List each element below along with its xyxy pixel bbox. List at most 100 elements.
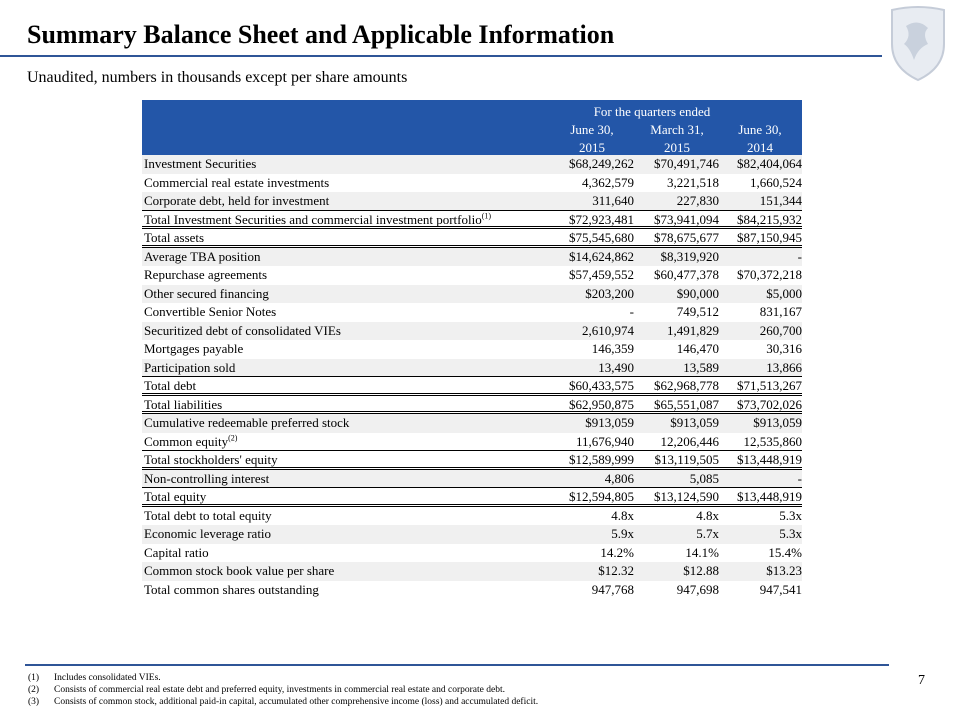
cell-value: $14,624,862 bbox=[569, 248, 634, 264]
cell-value: 12,535,860 bbox=[743, 433, 803, 449]
table-row: Economic leverage ratio 5.9x 5.7x 5.3x bbox=[142, 525, 802, 544]
table-row: Total debt $60,433,575 $62,968,778 $71,513,… bbox=[142, 377, 802, 396]
cell-value: $71,513,267 bbox=[737, 378, 802, 393]
row-label: Other secured financing bbox=[144, 285, 269, 304]
cell-value: $913,059 bbox=[670, 415, 719, 430]
cell-value: $60,433,575 bbox=[569, 378, 634, 393]
cell-value: 227,830 bbox=[676, 193, 719, 208]
cell-value: - bbox=[797, 470, 802, 486]
cell-value: $12,589,999 bbox=[569, 452, 634, 467]
footnote-marker: (3) bbox=[28, 697, 40, 707]
table-header: For the quarters ended June 30, 2015 March… bbox=[142, 100, 802, 155]
table-row: Participation sold 13,490 13,589 13,866 bbox=[142, 358, 802, 377]
cell-value: $84,215,932 bbox=[737, 211, 802, 227]
cell-value: $65,551,087 bbox=[654, 396, 719, 412]
cell-value: 260,700 bbox=[759, 322, 802, 338]
cell-value: 311,640 bbox=[592, 193, 634, 208]
cell-value: 4,806 bbox=[604, 470, 634, 486]
row-label: Total liabilities bbox=[144, 396, 222, 415]
table-row: Non-controlling interest 4,806 5,085 - bbox=[142, 469, 802, 489]
table-row: Repurchase agreements $57,459,552 $60,477,… bbox=[142, 266, 802, 285]
row-label: Total common shares outstanding bbox=[144, 581, 319, 600]
row-label: Corporate debt, held for investment bbox=[144, 192, 329, 211]
label-text: Cumulative redeemable preferred stock bbox=[144, 415, 350, 430]
rule bbox=[25, 664, 889, 666]
cell-value: $73,702,026 bbox=[737, 396, 802, 412]
label-text: Total assets bbox=[144, 230, 205, 245]
footnote-text: Consists of common stock, additional pai… bbox=[54, 697, 539, 707]
table-row: Convertible Senior Notes - 749,512 831,167 bbox=[142, 303, 802, 322]
label-text: Mortgages payable bbox=[144, 341, 244, 356]
table-row: Corporate debt, held for investment 311,6… bbox=[142, 192, 802, 211]
cell-value: 1,660,524 bbox=[750, 174, 802, 190]
label-text: Common stock book value per share bbox=[144, 563, 335, 578]
footnote-marker: (1) bbox=[28, 673, 40, 683]
table-row: Common equity(2) 11,676,940 12,206,446 12,5… bbox=[142, 433, 803, 452]
column-header: 2014 bbox=[747, 140, 773, 155]
cell-value: 11,676,940 bbox=[575, 433, 634, 449]
label-text: Participation sold bbox=[144, 359, 236, 375]
table-row: Total debt to total equity 4.8x 4.8x 5.3x bbox=[142, 507, 802, 526]
cell-value: 749,512 bbox=[676, 304, 719, 319]
cell-value: $5,000 bbox=[766, 285, 802, 301]
label-text: Total equity bbox=[144, 489, 207, 504]
label-text: Total debt bbox=[144, 378, 197, 393]
label-text: Total common shares outstanding bbox=[144, 581, 319, 597]
label-text: Investment Securities bbox=[144, 156, 257, 171]
cell-value: $62,968,778 bbox=[654, 378, 719, 393]
footnote-text: Includes consolidated VIEs. bbox=[54, 673, 161, 683]
row-label: Common equity(2) bbox=[144, 433, 237, 452]
row-label: Non-controlling interest bbox=[144, 470, 269, 489]
cell-value: $12.32 bbox=[598, 563, 634, 578]
cell-value: 5.7x bbox=[696, 526, 719, 541]
table-row: Other secured financing $203,200 $90,000 $5… bbox=[142, 284, 802, 304]
footnote-text: Consists of commercial real estate debt … bbox=[54, 685, 505, 695]
cell-value: $13,448,919 bbox=[737, 489, 802, 504]
cell-value: $13,448,919 bbox=[737, 452, 802, 467]
cell-value: 5.3x bbox=[779, 507, 802, 523]
cell-value: $13,124,590 bbox=[654, 489, 719, 504]
table-row: Commercial real estate investments 4,362,… bbox=[142, 174, 802, 193]
table-row: Total stockholders' equity $12,589,999 $13… bbox=[142, 451, 802, 470]
cell-value: $78,675,677 bbox=[654, 230, 719, 245]
cell-value: $75,545,680 bbox=[569, 230, 634, 245]
cell-value: $12,594,805 bbox=[569, 489, 634, 504]
row-label: Cumulative redeemable preferred stock bbox=[144, 414, 349, 433]
label-text: Total liabilities bbox=[144, 396, 223, 412]
column-header: 2015 bbox=[664, 140, 690, 155]
cell-value: $13,119,505 bbox=[654, 452, 719, 467]
label-text: Total debt to total equity bbox=[144, 507, 272, 523]
cell-value: 13,589 bbox=[683, 359, 719, 375]
cell-value: 5.3x bbox=[779, 526, 802, 541]
title: Summary Balance Sheet and Applicable Inf… bbox=[27, 20, 615, 49]
column-header: June 30, bbox=[738, 122, 782, 137]
cell-value: 146,470 bbox=[676, 341, 719, 356]
table-row: Total common shares outstanding 947,768 94… bbox=[142, 581, 802, 600]
rule bbox=[0, 55, 882, 57]
label-text: Repurchase agreements bbox=[144, 267, 268, 282]
label-text: Convertible Senior Notes bbox=[144, 304, 277, 319]
row-label: Convertible Senior Notes bbox=[144, 303, 276, 322]
cell-value: 30,316 bbox=[766, 341, 802, 356]
cell-value: $90,000 bbox=[676, 285, 719, 301]
row-label: Average TBA position bbox=[144, 248, 261, 267]
table-row: Mortgages payable 146,359 146,470 30,316 bbox=[142, 340, 802, 359]
label-text: Capital ratio bbox=[144, 544, 209, 560]
cell-value: 947,541 bbox=[759, 581, 802, 597]
cell-value: 1,491,829 bbox=[667, 322, 719, 338]
label-text: Economic leverage ratio bbox=[144, 526, 272, 541]
cell-value: $8,319,920 bbox=[660, 248, 720, 264]
cell-value: 12,206,446 bbox=[660, 433, 720, 449]
footnote-ref: (2) bbox=[228, 433, 238, 443]
row-label: Total debt bbox=[144, 377, 196, 396]
cell-value: $72,923,481 bbox=[569, 211, 634, 227]
cell-value: - bbox=[629, 304, 634, 319]
column-header: June 30, bbox=[570, 122, 614, 137]
row-label: Economic leverage ratio bbox=[144, 525, 271, 544]
cell-value: 2,610,974 bbox=[582, 322, 634, 338]
cell-value: 831,167 bbox=[759, 304, 802, 319]
label-text: Common equity bbox=[144, 433, 229, 449]
cell-value: 15.4% bbox=[768, 544, 802, 560]
cell-value: 14.2% bbox=[600, 544, 634, 560]
